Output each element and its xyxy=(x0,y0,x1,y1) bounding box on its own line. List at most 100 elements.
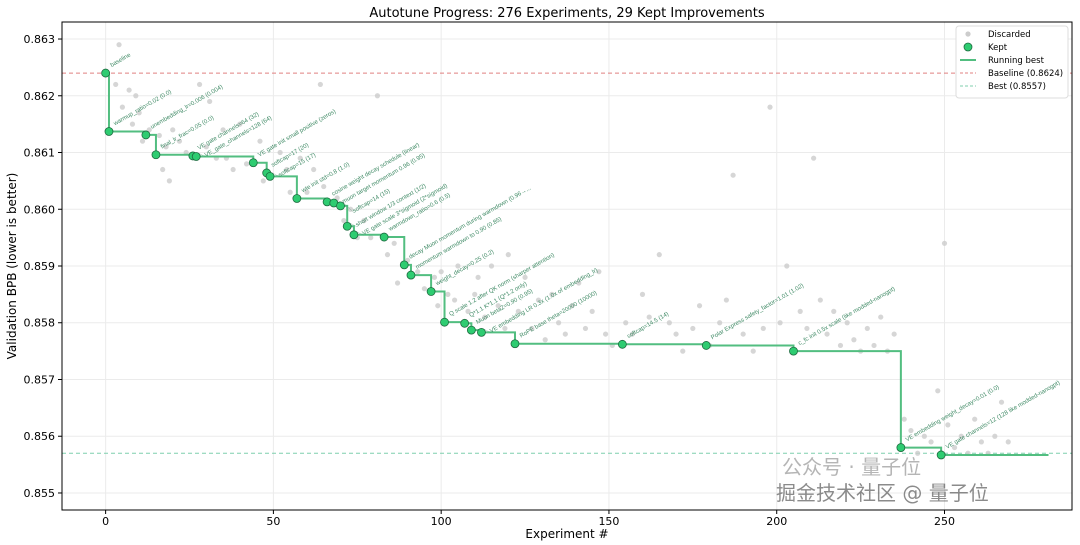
discarded-point xyxy=(297,155,303,161)
discarded-point xyxy=(260,178,266,184)
x-axis-label: Experiment # xyxy=(525,527,608,541)
discarded-point xyxy=(277,149,283,156)
label-leader-line xyxy=(336,199,344,204)
x-tick-label: 250 xyxy=(934,515,955,528)
kept-point xyxy=(292,194,302,203)
discarded-point xyxy=(972,416,978,422)
discarded-point xyxy=(488,263,495,269)
discarded-point xyxy=(639,291,646,297)
discarded-point xyxy=(811,155,817,161)
kept-point xyxy=(191,152,201,161)
kept-point xyxy=(248,158,258,168)
label-leader-line xyxy=(350,223,358,227)
kept-point xyxy=(477,327,486,337)
legend-label: Discarded xyxy=(988,30,1031,40)
discarded-point xyxy=(576,280,582,286)
kept-point xyxy=(101,68,111,78)
kept-point-label: RoPE base theta=20000 (10000) xyxy=(519,290,598,339)
discarded-point xyxy=(562,331,568,337)
discarded-point xyxy=(569,303,575,309)
discarded-point xyxy=(629,331,636,337)
discarded-point xyxy=(596,269,602,275)
discarded-point xyxy=(415,269,421,275)
watermark-juejin: 掘金技术社区 @ 量子位 xyxy=(776,481,989,505)
discarded-point xyxy=(203,144,209,150)
discarded-point xyxy=(243,161,250,167)
legend-label: Kept xyxy=(988,43,1008,53)
discarded-point xyxy=(730,172,736,178)
discarded-point xyxy=(139,138,146,144)
discarded-point xyxy=(451,297,458,303)
y-tick-label: 0.857 xyxy=(24,373,56,386)
discarded-point xyxy=(384,252,391,258)
discarded-point xyxy=(673,331,679,337)
label-leader-line xyxy=(343,202,355,213)
discarded-point xyxy=(321,183,327,190)
discarded-point xyxy=(287,189,293,195)
kept-point xyxy=(440,317,449,327)
discarded-point xyxy=(817,297,823,303)
discarded-point xyxy=(871,342,877,349)
discarded-point xyxy=(549,291,555,297)
kept-point-label: unembedding_lr=0.006 (0.004) xyxy=(150,84,224,130)
legend-label: Best (0.8557) xyxy=(988,82,1046,92)
kept-point xyxy=(151,150,161,160)
discarded-point xyxy=(958,433,964,439)
label-leader-line xyxy=(272,173,280,178)
discarded-point xyxy=(717,320,723,326)
legend-discarded-marker xyxy=(965,31,971,37)
discarded-point xyxy=(207,98,213,105)
discarded-point xyxy=(901,416,907,422)
kept-point-label: VE embedding weight_decay=0.01 (0.0) xyxy=(905,385,1001,444)
discarded-point xyxy=(837,342,844,349)
discarded-point xyxy=(535,297,542,303)
discarded-point xyxy=(522,274,528,280)
discarded-point xyxy=(394,280,401,286)
y-tick-label: 0.860 xyxy=(24,203,56,216)
discarded-point xyxy=(915,450,921,456)
discarded-point xyxy=(723,297,729,303)
discarded-point xyxy=(666,320,672,326)
discarded-point xyxy=(421,286,427,292)
plot-frame xyxy=(61,21,1073,511)
discarded-point xyxy=(472,291,478,297)
y-tick-label: 0.861 xyxy=(24,147,56,160)
kept-point xyxy=(510,339,520,349)
discarded-point xyxy=(166,178,172,184)
x-tick-label: 150 xyxy=(598,515,619,528)
label-leader-line xyxy=(356,231,364,236)
discarded-point xyxy=(341,218,347,224)
kept-point xyxy=(406,270,416,280)
discarded-point xyxy=(133,93,139,99)
discarded-point xyxy=(908,427,914,434)
kept-point xyxy=(349,230,359,240)
discarded-point xyxy=(844,320,850,326)
discarded-point xyxy=(767,104,773,110)
discarded-point xyxy=(864,325,870,332)
discarded-point xyxy=(978,439,985,445)
x-tick-label: 200 xyxy=(766,515,787,528)
discarded-point xyxy=(475,274,481,280)
discarded-point xyxy=(170,127,176,133)
discarded-point xyxy=(304,189,310,195)
discarded-point xyxy=(941,240,948,246)
kept-point xyxy=(379,232,389,242)
discarded-point xyxy=(129,121,136,127)
kept-point-label: VE gate channels=12 (128 like modded-nan… xyxy=(945,380,1061,450)
kept-point xyxy=(399,260,409,270)
discarded-point xyxy=(435,303,441,309)
kept-point xyxy=(104,127,114,136)
discarded-point xyxy=(126,87,132,93)
discarded-point xyxy=(119,104,125,110)
discarded-point xyxy=(284,166,290,173)
discarded-point xyxy=(529,325,535,332)
discarded-point xyxy=(831,308,837,314)
discarded-point xyxy=(935,388,941,394)
discarded-point xyxy=(556,320,562,326)
discarded-point xyxy=(878,314,884,320)
discarded-point xyxy=(515,308,521,314)
y-tick-label: 0.862 xyxy=(24,90,56,103)
discarded-point xyxy=(589,308,595,314)
